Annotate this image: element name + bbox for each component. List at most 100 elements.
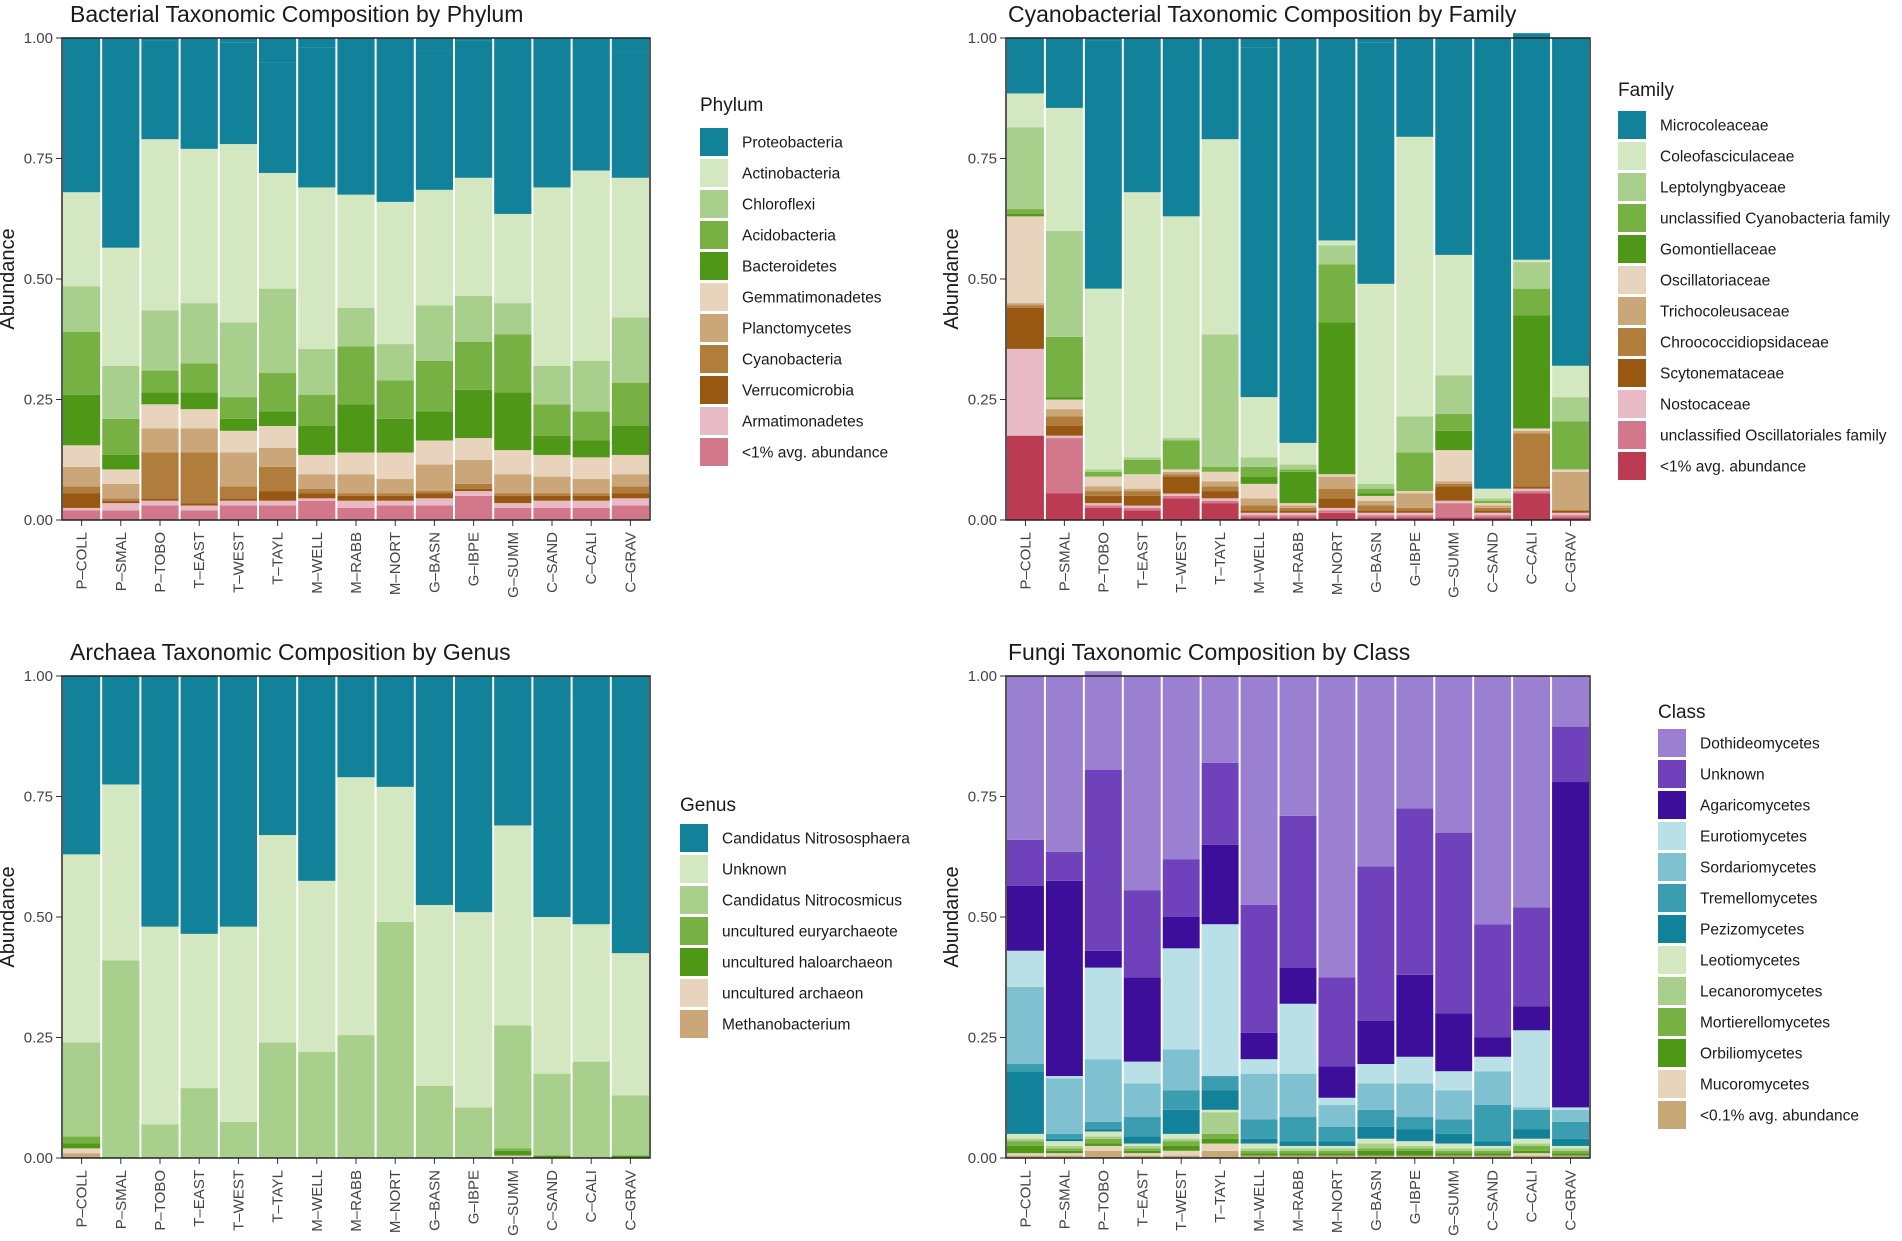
fungi-bar-segment: [1240, 1150, 1278, 1154]
archaea-legend-swatch: [680, 824, 708, 852]
bacteria-bar-segment: [494, 303, 532, 335]
bacteria-bar-segment: [494, 450, 532, 475]
bacteria-x-tick-label: G–SUMM: [505, 532, 522, 598]
archaea-bar-segment: [415, 904, 453, 1086]
cyanobacteria-bar-segment: [1435, 254, 1473, 376]
bacteria-bar-segment: [415, 360, 453, 412]
fungi-bar-segment: [1435, 1013, 1473, 1072]
cyanobacteria-legend-label: Nostocaceae: [1660, 397, 1750, 414]
fungi-x-tick-label: P–COLL: [1017, 1170, 1034, 1228]
fungi-bar-segment: [1357, 676, 1395, 867]
bacteria-bar-segment: [337, 500, 375, 508]
archaea-plot-frame: [61, 675, 651, 1159]
bacteria-bar-segment: [63, 507, 101, 511]
archaea-x-tick-label: G–IBPE: [466, 1170, 483, 1224]
bacteria-legend-swatch: [700, 407, 728, 435]
fungi-bar-segment: [1318, 676, 1356, 978]
bacteria-legend-label: Proteobacteria: [742, 135, 843, 152]
cyanobacteria-bar-segment: [1201, 139, 1239, 335]
cyanobacteria-bar-segment: [1279, 442, 1317, 465]
cyanobacteria-bar-segment: [1552, 469, 1589, 472]
cyanobacteria-x-tick-label: M–NORT: [1329, 532, 1346, 595]
fungi-legend-label: Mucoromycetes: [1700, 1077, 1810, 1094]
bacteria-bar-segment: [572, 457, 610, 480]
archaea-bar-segment: [219, 676, 257, 927]
fungi-bar-segment: [1279, 1117, 1317, 1142]
fungi-legend-label: Agaricomycetes: [1700, 798, 1811, 815]
bacteria-bar-segment: [611, 498, 649, 506]
fungi-title: Fungi Taxonomic Composition by Class: [1008, 639, 1410, 665]
bacteria-bar-segment: [63, 394, 101, 446]
bacteria-y-tick-label: 1.00: [24, 30, 53, 47]
bacteria-legend-swatch: [700, 221, 728, 249]
bacteria-legend-label: Cyanobacteria: [742, 352, 842, 369]
bacteria-bar-segment: [141, 139, 179, 311]
cyanobacteria-bar-segment: [1045, 409, 1083, 417]
fungi-legend-label: Eurotiomycetes: [1700, 829, 1807, 846]
bacteria-bar-segment: [455, 38, 493, 41]
bacteria-bar-segment: [533, 404, 571, 436]
fungi-bar-segment: [1279, 1145, 1317, 1149]
archaea-bar-segment: [494, 1025, 532, 1149]
fungi-bar-segment: [1435, 1143, 1473, 1149]
fungi-bar-segment: [1396, 1083, 1434, 1118]
cyanobacteria-bar-segment: [1123, 192, 1161, 458]
cyanobacteria-legend-label: Chroococcidiopsidaceae: [1660, 335, 1829, 352]
fungi-bar-segment: [1007, 676, 1044, 840]
cyanobacteria-bar-segment: [1279, 503, 1317, 506]
fungi-bar-segment: [1045, 880, 1083, 1077]
cyanobacteria-bar-segment: [1396, 517, 1434, 520]
fungi-bar-segment: [1123, 1143, 1161, 1146]
bacteria-bar-segment: [337, 495, 375, 501]
fungi-legend-swatch: [1658, 977, 1686, 1005]
cyanobacteria-legend-swatch: [1618, 328, 1646, 356]
cyanobacteria-bar-segment: [1240, 466, 1278, 477]
bacteria-bar-segment: [180, 392, 218, 410]
cyanobacteria-bar-segment: [1007, 305, 1044, 308]
cyanobacteria-x-tick-label: P–COLL: [1017, 532, 1034, 590]
bacteria-x-tick-label: T–EAST: [191, 532, 208, 589]
cyanobacteria-bar-segment: [1162, 471, 1200, 475]
bacteria-y-tick-label: 0.75: [24, 151, 53, 168]
cyanobacteria-legend-swatch: [1618, 452, 1646, 480]
bacteria-bar-segment: [63, 38, 101, 193]
fungi-x-tick-label: G–SUMM: [1446, 1170, 1463, 1236]
bacteria-bar-segment: [572, 170, 610, 361]
cyanobacteria-bar-segment: [1162, 38, 1200, 217]
cyanobacteria-bar-segment: [1240, 498, 1278, 506]
archaea-bar-segment: [533, 676, 571, 917]
fungi-bar-segment: [1123, 1148, 1161, 1151]
fungi-x-tick-label: M–RABB: [1290, 1170, 1307, 1232]
bacteria-bar-segment: [298, 38, 336, 48]
cyanobacteria-x-tick-label: P–SMAL: [1056, 532, 1073, 591]
archaea-bar-segment: [455, 912, 493, 1108]
panel-fungi: Fungi Taxonomic Composition by Class Abun…: [941, 639, 1859, 1236]
fungi-bar-segment: [1318, 1155, 1356, 1158]
archaea-bar-segment: [63, 1042, 101, 1137]
fungi-bar-segment: [1279, 1003, 1317, 1074]
bacteria-bar-segment: [298, 426, 336, 455]
cyanobacteria-bar-segment: [1123, 505, 1161, 508]
bacteria-bar-segment: [533, 187, 571, 366]
bacteria-bar-segment: [572, 479, 610, 494]
cyanobacteria-bar-segment: [1513, 486, 1551, 489]
cyanobacteria-bar-segment: [1357, 488, 1395, 494]
bacteria-bar-segment: [63, 486, 101, 494]
panel-bacteria: Bacterial Taxonomic Composition by Phylu…: [0, 1, 888, 598]
bacteria-bar-segment: [611, 493, 649, 499]
cyanobacteria-bar-segment: [1162, 440, 1200, 470]
bacteria-bar-segment: [180, 363, 218, 393]
fungi-bar-segment: [1123, 676, 1161, 891]
cyanobacteria-legend-swatch: [1618, 390, 1646, 418]
fungi-bar-segment: [1552, 782, 1589, 1108]
cyanobacteria-bar-segment: [1045, 399, 1083, 410]
fungi-bar-segment: [1513, 1030, 1551, 1108]
cyanobacteria-bar-segment: [1396, 38, 1434, 137]
fungi-bar-segment: [1396, 1141, 1434, 1146]
bacteria-bar-segment: [102, 498, 140, 501]
bacteria-bar-segment: [611, 454, 649, 475]
cyanobacteria-bar-segment: [1162, 474, 1200, 477]
fungi-bar-segment: [1318, 1150, 1356, 1154]
bacteria-bar-segment: [415, 493, 453, 499]
archaea-bar-segment: [611, 1155, 649, 1158]
